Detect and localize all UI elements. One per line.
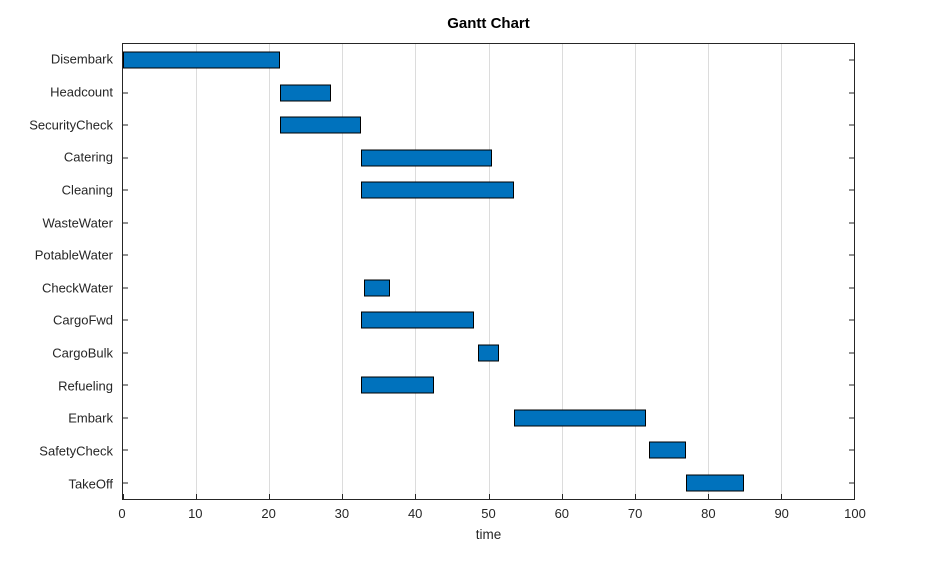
x-tick-mark (707, 494, 709, 499)
gantt-bar-checkwater (364, 279, 390, 297)
y-tick-mark (123, 157, 128, 159)
y-tick-label: CheckWater (41, 280, 113, 296)
x-tick-label: 20 (261, 506, 276, 521)
x-tick-mark (634, 494, 636, 499)
x-tick-label: 50 (481, 506, 496, 521)
y-tick-label: Refueling (58, 378, 113, 394)
y-tick-label: SafetyCheck (39, 443, 113, 459)
y-tick-mark (123, 319, 128, 321)
y-tick-label: Catering (63, 149, 113, 165)
y-tick-mark (849, 92, 854, 94)
y-tick-mark (123, 124, 128, 126)
x-tick-label: 70 (627, 506, 643, 521)
y-tick-label: CargoFwd (53, 312, 113, 328)
y-tick-mark (849, 222, 854, 224)
y-tick-mark (849, 59, 854, 61)
y-tick-mark (123, 222, 128, 224)
x-tick-label: 40 (407, 506, 423, 521)
gantt-bar-cargobulk (477, 344, 500, 362)
y-tick-label: SecurityCheck (29, 117, 113, 133)
chart-title: Gantt Chart (447, 15, 530, 32)
gridline (488, 44, 490, 499)
gridline (269, 44, 271, 499)
y-tick-label: TakeOff (68, 476, 113, 492)
x-tick-mark (561, 494, 563, 499)
gantt-bar-catering (360, 149, 493, 167)
gridline (415, 44, 417, 499)
gantt-bar-cleaning (360, 181, 515, 199)
y-tick-mark (123, 254, 128, 256)
x-tick-mark (780, 494, 782, 499)
x-tick-label: 60 (554, 506, 570, 521)
gantt-bar-headcount (280, 84, 332, 102)
y-axis-labels: Disembark Headcount SecurityCheck Catering C… (0, 43, 113, 500)
y-tick-mark (849, 482, 854, 484)
x-tick-mark (342, 494, 344, 499)
y-tick-mark (849, 449, 854, 451)
y-tick-label: Embark (68, 410, 113, 426)
y-tick-mark (123, 92, 128, 94)
y-tick-mark (123, 189, 128, 191)
y-tick-mark (123, 352, 128, 354)
y-tick-mark (849, 352, 854, 354)
x-tick-mark (196, 494, 198, 499)
y-tick-mark (849, 417, 854, 419)
plot-area (122, 43, 855, 500)
x-tick-label: 10 (188, 506, 203, 521)
x-axis-labels: 0 10 20 30 40 50 60 70 80 90 100 (118, 506, 865, 522)
y-tick-mark (123, 384, 128, 386)
y-tick-mark (849, 189, 854, 191)
x-tick-label: 80 (701, 506, 716, 521)
y-tick-mark (849, 384, 854, 386)
gantt-bar-takeoff (685, 474, 745, 492)
y-tick-label: Headcount (50, 84, 113, 100)
x-tick-label: 90 (774, 506, 789, 521)
gridline (634, 44, 636, 499)
gridline (196, 44, 198, 499)
gantt-bar-refueling (360, 376, 434, 394)
x-tick-mark (415, 494, 417, 499)
x-tick-label: 0 (118, 506, 126, 521)
x-tick-mark (854, 494, 855, 499)
y-tick-mark (849, 287, 854, 289)
y-tick-mark (123, 287, 128, 289)
gantt-bar-disembark (123, 51, 281, 69)
y-tick-label: CargoBulk (52, 345, 113, 361)
y-tick-label: WasteWater (42, 215, 113, 231)
gantt-bar-securitycheck (280, 116, 361, 134)
y-tick-mark (123, 449, 128, 451)
y-tick-mark (849, 319, 854, 321)
x-axis-title: time (475, 527, 502, 542)
x-tick-label: 100 (844, 506, 866, 521)
y-tick-label: Cleaning (61, 182, 113, 198)
y-tick-label: Disembark (50, 51, 113, 67)
x-tick-mark (123, 494, 124, 499)
y-tick-mark (123, 482, 128, 484)
x-tick-label: 30 (334, 506, 350, 521)
gantt-bar-embark (514, 409, 646, 427)
y-tick-mark (849, 254, 854, 256)
gantt-bar-cargofwd (360, 311, 474, 329)
x-tick-mark (269, 494, 271, 499)
gridline (561, 44, 563, 499)
gridline (342, 44, 344, 499)
x-tick-mark (488, 494, 490, 499)
gridline (780, 44, 782, 499)
y-tick-mark (849, 124, 854, 126)
y-tick-mark (123, 417, 128, 419)
y-tick-label: PotableWater (34, 247, 113, 263)
gridline (707, 44, 709, 499)
gantt-bar-safetycheck (649, 441, 686, 459)
y-tick-mark (849, 157, 854, 159)
